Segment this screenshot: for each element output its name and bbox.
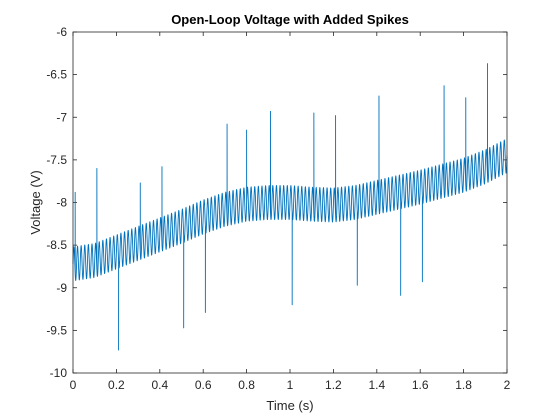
ticks-layer: 0 0.2 0.4 0.6 0.8 1 1.2 1.4 1.6 1.8 2 -10 -9.5 -9 -8.5… bbox=[46, 25, 510, 392]
x-tick-label: 1.2 bbox=[325, 378, 342, 392]
y-tick-label: -6.5 bbox=[46, 68, 67, 82]
y-axis-label: Voltage (V) bbox=[28, 170, 43, 234]
x-tick-label: 0.2 bbox=[108, 378, 125, 392]
x-tick-label: 1 bbox=[287, 378, 294, 392]
y-tick-label: -7.5 bbox=[46, 153, 67, 167]
x-tick-label: 1.6 bbox=[412, 378, 429, 392]
x-tick-label: 0 bbox=[70, 378, 77, 392]
x-tick-label: 0.4 bbox=[151, 378, 168, 392]
axes-box bbox=[72, 31, 508, 374]
y-tick-label: -10 bbox=[50, 366, 68, 380]
y-tick-label: -9 bbox=[56, 281, 67, 295]
series-line bbox=[72, 63, 508, 351]
x-axis-label: Time (s) bbox=[266, 398, 313, 413]
x-tick-label: 0.8 bbox=[238, 378, 255, 392]
y-tick-label: -6 bbox=[56, 25, 67, 39]
x-tick-label: 1.4 bbox=[368, 378, 385, 392]
y-tick-label: -8.5 bbox=[46, 238, 67, 252]
x-tick-label: 1.8 bbox=[455, 378, 472, 392]
chart-title: Open-Loop Voltage with Added Spikes bbox=[171, 12, 409, 27]
y-tick-label: -7 bbox=[56, 110, 67, 124]
x-tick-label: 0.6 bbox=[195, 378, 212, 392]
y-tick-label: -8 bbox=[56, 196, 67, 210]
y-tick-label: -9.5 bbox=[46, 323, 67, 337]
x-tick-label: 2 bbox=[504, 378, 511, 392]
